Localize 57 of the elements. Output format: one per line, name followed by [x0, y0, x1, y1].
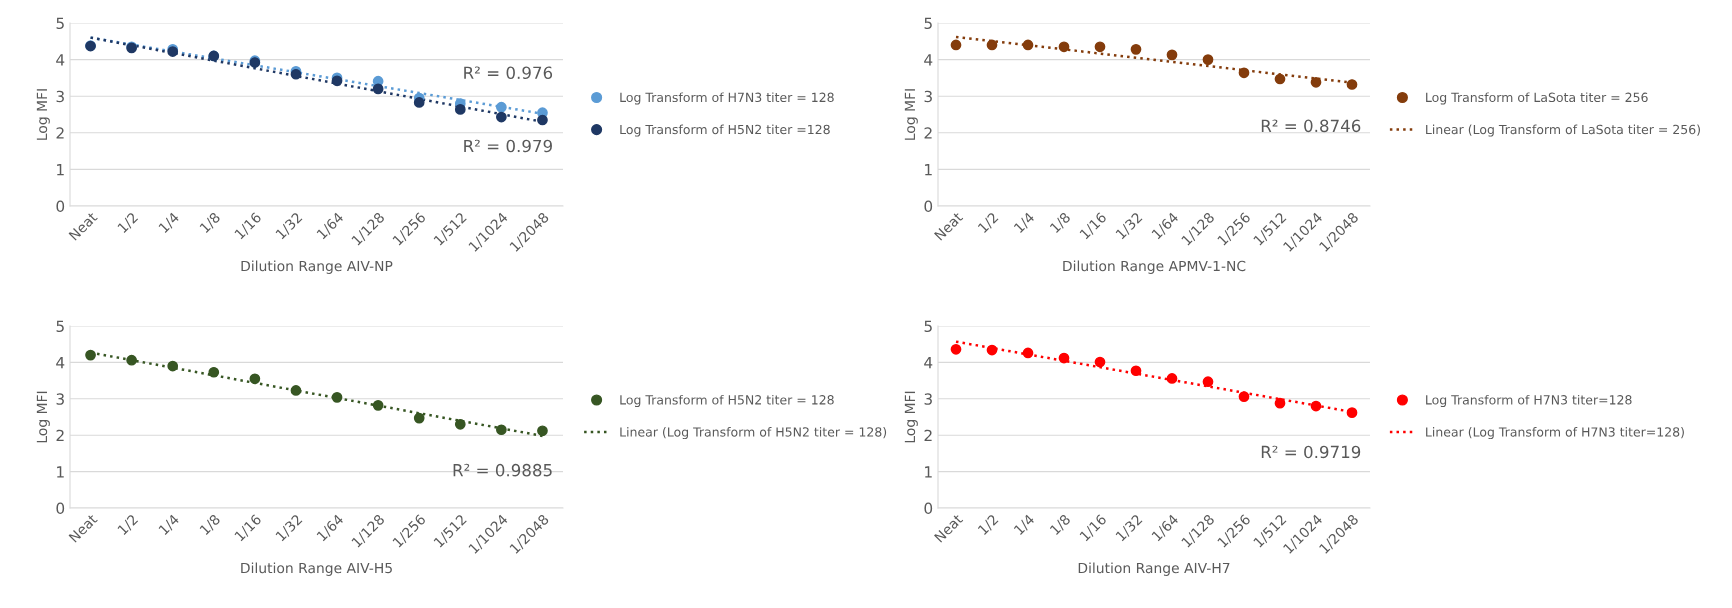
y-tick-label: 5 — [56, 17, 64, 30]
x-axis-title: Dilution Range AIV-H7 — [1078, 562, 1230, 576]
legend-label: Linear (Log Transform of H7N3 titer=128) — [1426, 427, 1684, 440]
x-tick-label: 1/2 — [117, 212, 140, 234]
y-tick-label: 0 — [56, 200, 65, 213]
annotation: R² = 0.9719 — [1261, 445, 1361, 459]
y-tick-label: 0 — [924, 200, 933, 213]
y-tick-label: 4 — [924, 54, 933, 66]
y-tick-label: 3 — [924, 393, 932, 405]
y-axis-title: Log MFI — [904, 89, 918, 140]
y-axis-title: Log MFI — [36, 391, 50, 443]
y-tick-label: 2 — [56, 127, 64, 139]
x-tick-label: 1/2 — [117, 514, 140, 536]
y-tick-label: 2 — [56, 429, 64, 441]
x-axis-title: Dilution Range AIV-NP — [241, 260, 393, 274]
legend-label: Log Transform of H7N3 titer=128 — [1426, 394, 1632, 407]
x-tick-label: 1/2 — [977, 212, 1000, 234]
y-tick-label: 1 — [925, 164, 932, 176]
y-tick-label: 4 — [924, 357, 933, 369]
y-tick-label: 3 — [56, 90, 64, 103]
annotation: R² = 0.979 — [464, 139, 552, 153]
x-axis-title: Dilution Range AIV-H5 — [241, 562, 392, 576]
y-tick-label: 0 — [924, 502, 933, 515]
y-tick-label: 1 — [57, 164, 64, 176]
legend-label: Log Transform of H5N2 titer = 128 — [620, 394, 834, 407]
y-tick-label: 2 — [924, 429, 932, 441]
x-tick-label: 1/4 — [1013, 211, 1036, 234]
legend-label: Linear (Log Transform of H5N2 titer = 128) — [620, 427, 887, 440]
y-tick-label: 5 — [56, 320, 64, 333]
x-tick-label: 1/4 — [1013, 513, 1036, 536]
x-tick-label: 1/8 — [199, 211, 222, 234]
y-tick-label: 3 — [924, 90, 932, 103]
annotation: R² = 0.8746 — [1261, 119, 1361, 133]
y-tick-label: 0 — [56, 502, 65, 515]
y-tick-label: 2 — [924, 127, 932, 139]
y-tick-label: 4 — [56, 54, 65, 66]
x-tick-label: 1/4 — [158, 513, 181, 536]
y-axis-title: Log MFI — [36, 89, 50, 140]
x-tick-label: 1/2 — [977, 514, 1000, 536]
legend-label: Log Transform of LaSota titer = 256 — [1426, 92, 1648, 105]
annotation: R² = 0.9885 — [453, 463, 552, 477]
x-tick-label: 1/8 — [1049, 513, 1072, 536]
y-tick-label: 5 — [924, 320, 932, 333]
y-tick-label: 4 — [56, 357, 65, 369]
legend-label: Log Transform of H7N3 titer = 128 — [620, 92, 834, 105]
x-tick-label: 1/8 — [1049, 211, 1072, 234]
y-tick-label: 5 — [924, 17, 932, 30]
annotation: R² = 0.976 — [464, 66, 553, 80]
x-axis-title: Dilution Range APMV-1-NC — [1063, 260, 1246, 274]
x-tick-label: 1/8 — [199, 513, 222, 536]
legend-label: Log Transform of H5N2 titer =128 — [620, 124, 830, 137]
x-tick-label: 1/4 — [158, 211, 181, 234]
y-tick-label: 3 — [56, 393, 64, 405]
y-tick-label: 1 — [57, 466, 64, 478]
y-axis-title: Log MFI — [904, 391, 918, 443]
legend-label: Linear (Log Transform of LaSota titer = 256) — [1426, 124, 1700, 137]
y-tick-label: 1 — [925, 466, 932, 478]
